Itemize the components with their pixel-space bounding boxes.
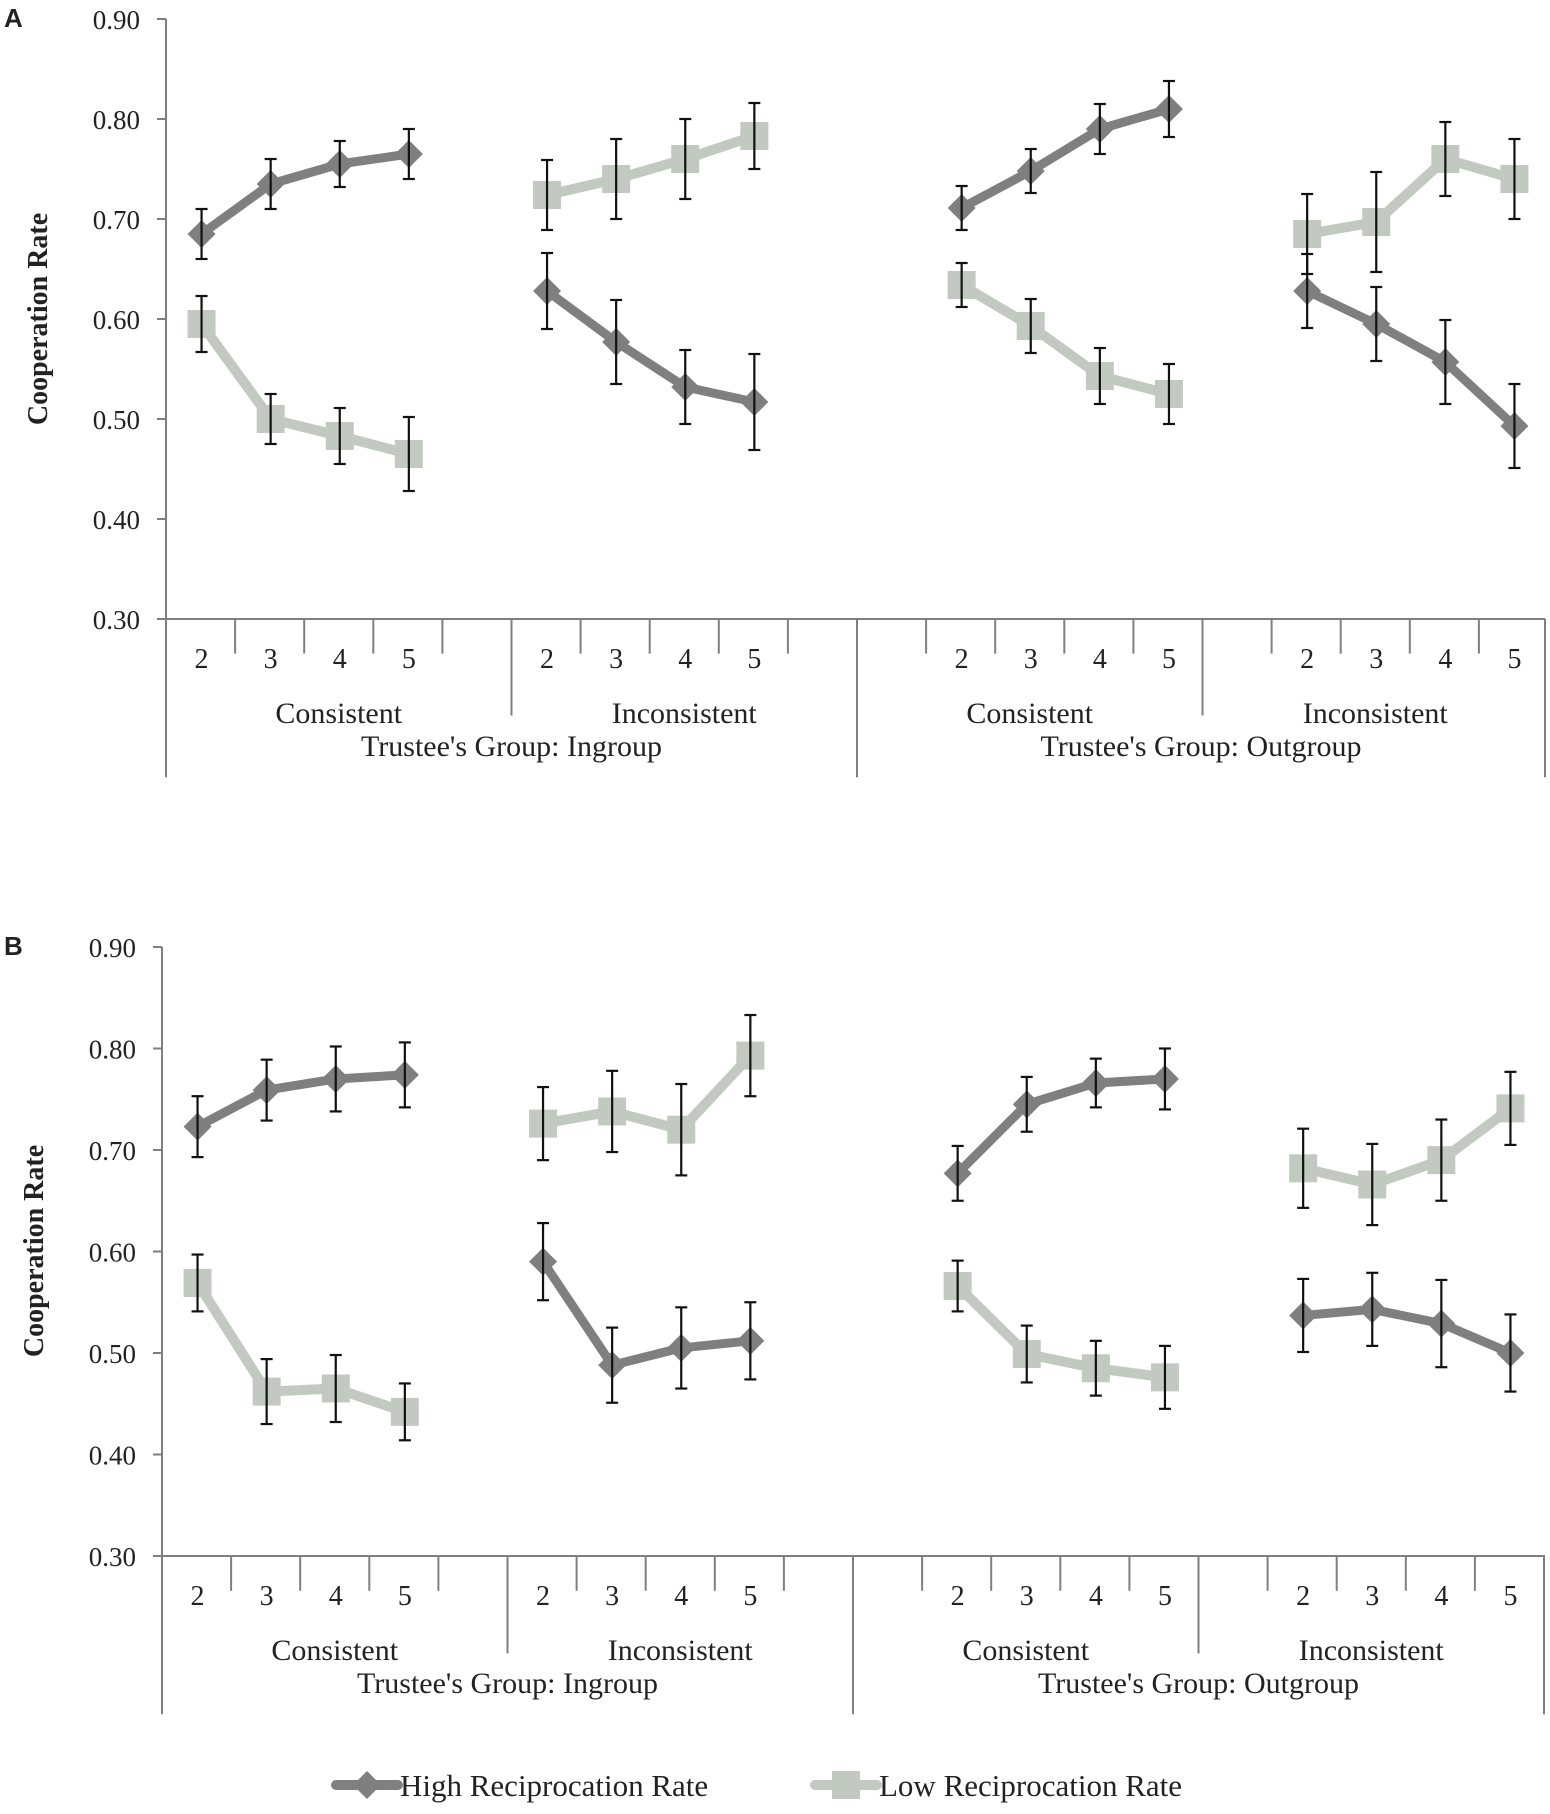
x-tick-label: 4: [678, 644, 692, 675]
y-tick-label: 0.40: [93, 505, 140, 535]
x-tick-label: 3: [264, 644, 278, 675]
x-tick-label: 4: [333, 644, 347, 675]
x-tick-label: 4: [1089, 1581, 1103, 1612]
low-series-line: [196, 319, 414, 459]
x-tick-label: 2: [536, 1581, 550, 1612]
x-tick-label: 5: [1507, 644, 1521, 675]
subgroup-label: Inconsistent: [612, 697, 758, 730]
x-tick-label: 4: [329, 1581, 343, 1612]
subgroup-label: Inconsistent: [608, 1634, 754, 1667]
y-tick-label: 0.70: [93, 205, 140, 235]
x-tick-label: 2: [1296, 1581, 1310, 1612]
subgroup-label: Inconsistent: [1303, 697, 1449, 730]
high-series-line: [197, 149, 414, 239]
low-series-line: [538, 1050, 756, 1135]
high-series-line: [957, 104, 1174, 213]
x-tick-label: 3: [1369, 644, 1383, 675]
x-tick-label: 3: [609, 644, 623, 675]
x-tick-label: 4: [674, 1581, 688, 1612]
x-tick-label: 4: [1434, 1581, 1448, 1612]
y-tick-label: 0.40: [89, 1441, 136, 1471]
subgroup-label: Consistent: [966, 697, 1093, 730]
y-tick-label: 0.80: [93, 105, 140, 135]
low-series-line: [542, 131, 760, 200]
panel-letter: A: [4, 3, 23, 33]
low-series-line: [952, 1281, 1170, 1383]
x-tick-label: 2: [1300, 644, 1314, 675]
y-tick-label: 0.90: [93, 5, 140, 35]
legend-high-marker: [353, 1771, 381, 1799]
subgroup-label: Consistent: [962, 1634, 1089, 1667]
high-series-line: [193, 1070, 410, 1132]
group-label: Trustee's Group: Ingroup: [357, 1667, 658, 1700]
y-axis-label: Cooperation Rate: [19, 1145, 50, 1357]
legend: High Reciprocation Rate Low Reciprocation…: [331, 1768, 1182, 1803]
group-label: Trustee's Group: Ingroup: [361, 730, 662, 763]
subgroup-label: Consistent: [271, 1634, 398, 1667]
legend-high-label: High Reciprocation Rate: [400, 1768, 708, 1803]
y-tick-label: 0.60: [89, 1238, 136, 1268]
low-series-line: [1302, 154, 1520, 239]
high-series-line: [1298, 1304, 1515, 1358]
subgroup-label: Inconsistent: [1299, 1634, 1445, 1667]
x-tick-label: 3: [605, 1581, 619, 1612]
x-tick-label: 5: [398, 1581, 412, 1612]
x-tick-label: 2: [951, 1581, 965, 1612]
x-tick-label: 3: [1024, 644, 1038, 675]
low-series-line: [1298, 1103, 1516, 1190]
y-tick-label: 0.50: [89, 1339, 136, 1369]
group-label: Trustee's Group: Outgroup: [1041, 730, 1362, 763]
x-tick-label: 5: [1162, 644, 1176, 675]
high-series-line: [542, 286, 759, 407]
panel-a: A Cooperation Rate 0.30 0.40 0.50 0.60 0.70 0.8…: [4, 3, 1546, 778]
x-tick-label: 3: [260, 1581, 274, 1612]
y-tick-label: 0.70: [89, 1136, 136, 1166]
low-series-line: [956, 280, 1174, 399]
y-tick-label: 0.50: [93, 405, 140, 435]
panel-b: B Cooperation Rate 0.30 0.40 0.50 0.60 0.70 0.8…: [4, 931, 1545, 1715]
x-tick-label: 3: [1020, 1581, 1034, 1612]
x-tick-label: 4: [1438, 644, 1452, 675]
y-tick-label: 0.80: [89, 1035, 136, 1065]
x-tick-label: 2: [955, 644, 969, 675]
x-tick-label: 5: [1503, 1581, 1517, 1612]
x-tick-label: 5: [747, 644, 761, 675]
x-tick-label: 2: [540, 644, 554, 675]
y-axis-label: Cooperation Rate: [23, 213, 54, 425]
high-series-line: [953, 1074, 1170, 1178]
high-series-line: [1302, 286, 1519, 431]
low-series-line: [192, 1277, 410, 1417]
panel-letter: B: [4, 931, 23, 961]
y-tick-label: 0.90: [89, 933, 136, 963]
group-label: Trustee's Group: Outgroup: [1038, 1667, 1359, 1700]
subgroup-label: Consistent: [275, 697, 402, 730]
x-tick-label: 5: [743, 1581, 757, 1612]
legend-low-marker: [832, 1771, 860, 1799]
y-tick-label: 0.30: [89, 1542, 136, 1572]
x-tick-label: 4: [1093, 644, 1107, 675]
x-tick-label: 2: [195, 644, 209, 675]
x-tick-label: 2: [191, 1581, 205, 1612]
x-tick-label: 3: [1365, 1581, 1379, 1612]
legend-low-label: Low Reciprocation Rate: [879, 1768, 1182, 1803]
y-tick-label: 0.60: [93, 305, 140, 335]
x-tick-label: 5: [1158, 1581, 1172, 1612]
x-tick-label: 5: [402, 644, 416, 675]
high-series-line: [538, 1257, 755, 1370]
y-tick-label: 0.30: [93, 605, 140, 635]
